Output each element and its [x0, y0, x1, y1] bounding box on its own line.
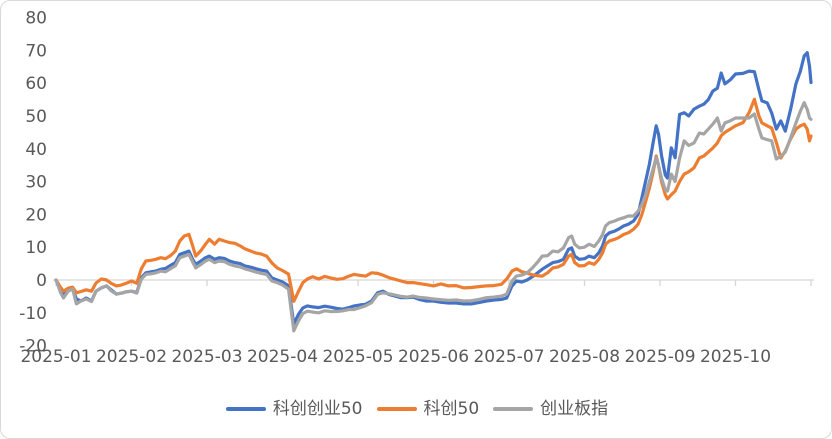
series-line-创业板指	[54, 100, 813, 333]
chart-legend: 科创创业50 科创50 创业板指	[1, 396, 831, 422]
legend-swatch-gray	[493, 407, 534, 411]
y-tick-label: -10	[19, 304, 47, 324]
y-tick-label: 30	[25, 173, 47, 193]
legend-swatch-orange	[376, 407, 417, 411]
legend-item-kechuang50: 科创50	[376, 396, 480, 422]
x-tick-label: 2025-09	[624, 347, 695, 367]
y-tick-label: 50	[25, 107, 47, 127]
x-tick-label: 2025-04	[247, 347, 318, 367]
x-tick-label: 2025-02	[96, 347, 167, 367]
legend-label: 科创创业50	[272, 399, 363, 419]
series-line-科创50	[54, 97, 813, 303]
x-tick-label: 2025-07	[473, 347, 544, 367]
x-tick-label: 2025-01	[20, 347, 91, 367]
legend-item-kechuangchuangye50: 科创创业50	[225, 396, 363, 422]
legend-label: 创业板指	[540, 399, 609, 419]
y-tick-label: 0	[36, 271, 47, 291]
y-tick-label: 20	[25, 205, 47, 225]
y-tick-label: 60	[25, 74, 47, 94]
x-tick-label: 2025-03	[171, 347, 242, 367]
y-tick-label: 40	[25, 140, 47, 160]
y-tick-label: 80	[25, 9, 47, 29]
legend-swatch-blue	[225, 407, 266, 411]
x-tick-label: 2025-10	[700, 347, 771, 367]
y-tick-label: -20	[19, 337, 47, 357]
x-tick-label: 2025-08	[549, 347, 620, 367]
x-tick-label: 2025-06	[398, 347, 469, 367]
x-tick-label: 2025-05	[322, 347, 393, 367]
y-tick-label: 10	[25, 238, 47, 258]
legend-label: 科创50	[423, 399, 480, 419]
legend-item-chuangyebanzhi: 创业板指	[493, 396, 608, 422]
y-tick-label: 70	[25, 41, 47, 61]
